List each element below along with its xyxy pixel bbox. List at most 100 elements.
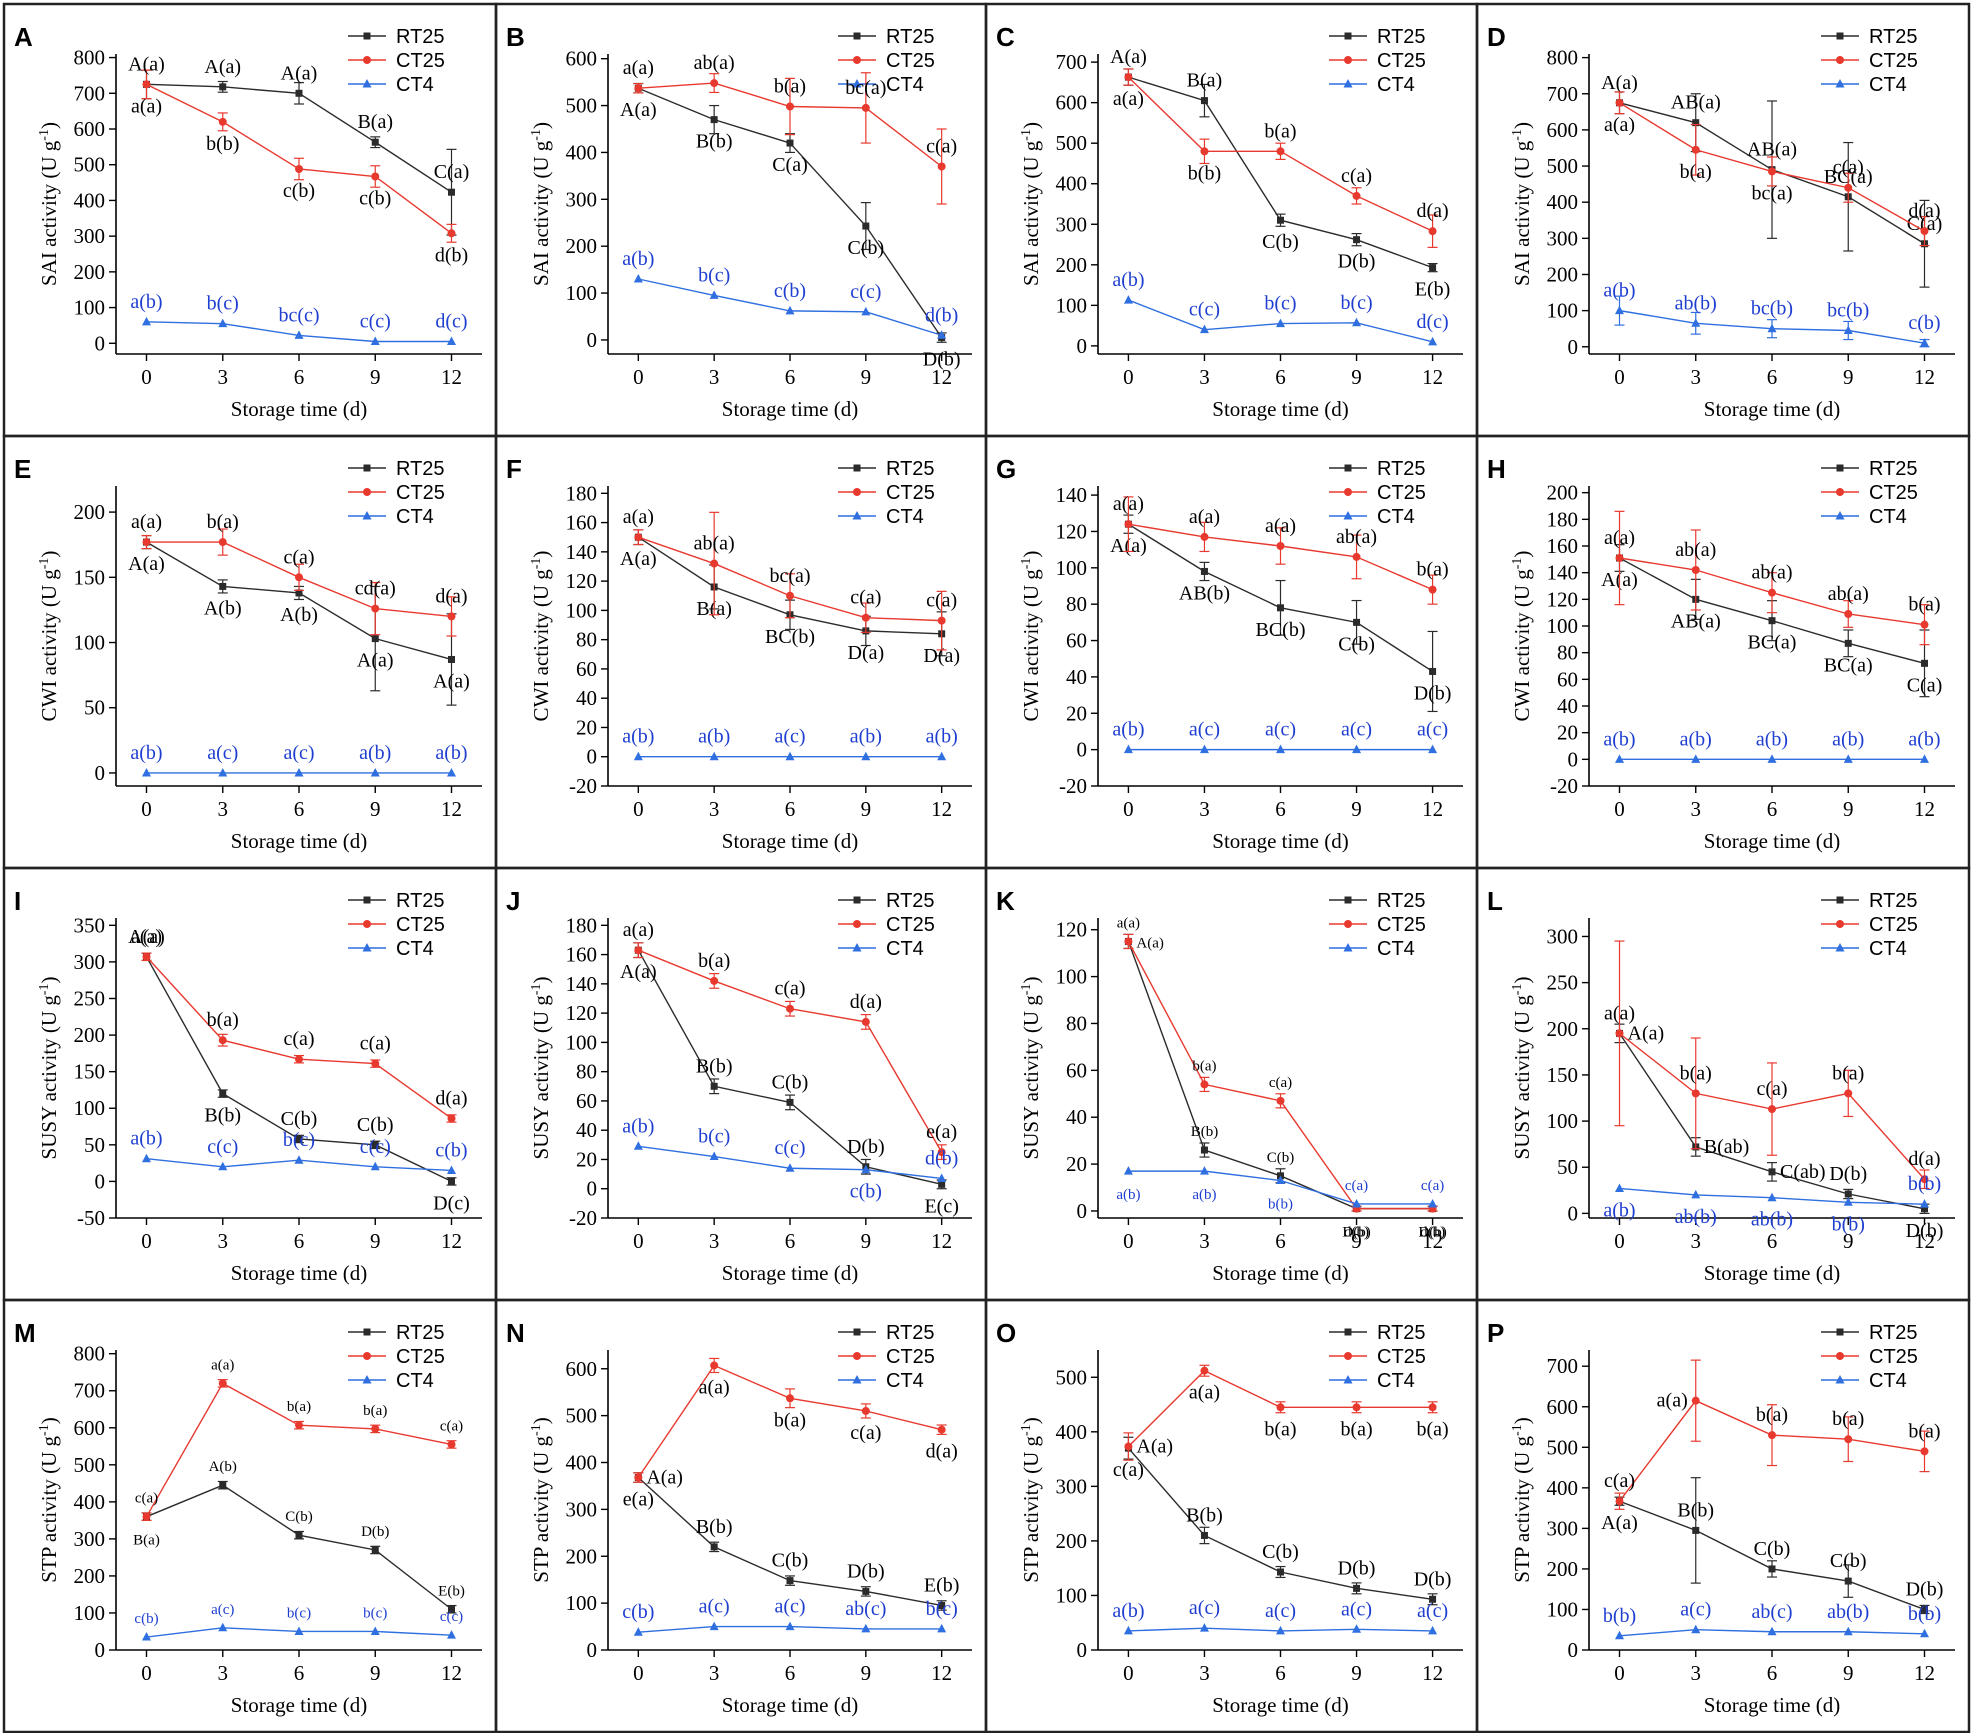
y-tick-label: 100 [566,1030,598,1054]
y-tick-label: 100 [1547,614,1579,638]
marker-square [1200,97,1208,105]
marker-circle [634,1473,643,1482]
significance-label: d(a) [1908,200,1940,222]
marker-triangle [785,751,795,761]
x-tick-label: 12 [441,365,462,389]
significance-label: d(c) [435,311,467,333]
panel-border [1475,1298,1971,1733]
significance-label: c(a) [1341,165,1372,187]
y-tick-label: 100 [1056,965,1088,989]
marker-square [1768,1168,1776,1176]
significance-label: b(c) [287,1605,311,1621]
panel-letter: I [14,886,21,916]
x-tick-label: 3 [218,797,229,821]
marker-triangle [1615,305,1624,315]
significance-label: A(a) [620,99,657,121]
x-tick-label: 12 [1422,1661,1443,1685]
marker-triangle [142,767,151,777]
significance-label: b(c) [1340,292,1372,314]
x-tick-label: 0 [141,797,152,821]
significance-label: a(c) [774,1596,805,1618]
x-axis-title: Storage time (d) [1704,1693,1840,1717]
marker-circle [1124,1442,1133,1451]
marker-square [363,32,371,40]
y-tick-label: 200 [1547,481,1579,505]
significance-label: b(a) [1832,1062,1864,1084]
x-axis-title: Storage time (d) [1704,397,1840,421]
marker-circle [1836,56,1844,64]
significance-label: a(c) [207,742,238,764]
significance-label: c(b) [622,1601,654,1623]
marker-triangle [633,1141,643,1150]
marker-triangle [447,336,456,345]
significance-label: cd(a) [355,578,396,600]
y-tick-label: 100 [566,281,598,305]
y-tick-label: 180 [1547,507,1579,531]
x-tick-label: 0 [1614,365,1625,389]
y-tick-label: 300 [74,224,106,248]
marker-square [371,138,379,146]
y-axis-title: CWI activity (U g-1) [1510,551,1534,722]
significance-label: A(a) [620,548,657,570]
x-axis-title: Storage time (d) [231,1261,367,1285]
y-axis-title: SUSY activity (U g-1) [1510,977,1534,1160]
legend-label: CT25 [886,1346,935,1368]
y-tick-label: 700 [74,81,106,105]
panel-letter: P [1487,1318,1504,1348]
legend-label: CT4 [1869,1370,1907,1392]
significance-label: D(b) [1338,251,1376,273]
marker-circle [853,488,861,496]
significance-label: D(b) [923,349,961,371]
series-line-RT25 [146,1484,452,1610]
marker-triangle [1835,511,1845,520]
y-tick-label: 800 [74,1342,106,1366]
marker-triangle [1843,1626,1853,1636]
y-tick-label: 100 [74,1096,106,1120]
marker-triangle [1691,1189,1701,1199]
y-tick-label: 140 [1056,483,1088,507]
significance-label: C(a) [1907,674,1943,696]
marker-triangle [1352,1198,1362,1208]
legend-label: CT25 [886,50,935,72]
x-tick-label: 6 [1767,1229,1778,1253]
significance-label: d(b) [1420,1225,1445,1241]
x-tick-label: 3 [1691,365,1702,389]
significance-label: A(a) [433,670,470,692]
y-tick-label: 120 [566,569,598,593]
significance-label: c(c) [360,311,391,333]
x-tick-label: 3 [218,1229,229,1253]
x-tick-label: 0 [1614,1661,1625,1685]
legend-label: CT25 [1377,914,1426,936]
marker-triangle [1276,744,1285,754]
significance-label: a(a) [1604,1002,1635,1024]
x-tick-label: 12 [1914,365,1935,389]
y-tick-label: 500 [74,153,106,177]
marker-triangle [294,1626,304,1635]
marker-circle [1691,566,1700,574]
marker-circle [786,591,794,600]
legend-label: RT25 [1869,458,1918,480]
marker-triangle [861,306,871,316]
significance-label: AB(a) [1671,610,1721,632]
significance-label: B(a) [133,1533,160,1549]
x-axis-title: Storage time (d) [1212,829,1348,853]
chart-panel-N: N 0 100 200 300 400 500 600 0 3 6 9 12 Storage time (… [494,1298,988,1733]
significance-label: a(b) [435,742,467,764]
x-tick-label: 9 [1843,1229,1854,1253]
marker-circle [295,165,303,173]
marker-circle [1124,937,1133,946]
significance-label: C(b) [1267,1150,1295,1166]
significance-label: a(b) [850,726,882,748]
x-axis-title: Storage time (d) [231,397,367,421]
significance-label: a(b) [1116,1187,1140,1203]
marker-triangle [1691,318,1701,327]
x-tick-label: 9 [1351,365,1362,389]
y-tick-label: 120 [1547,587,1579,611]
significance-label: AB(a) [1671,92,1721,114]
marker-triangle [937,330,947,339]
chart-panel-A: A 0 100 200 300 400 500 600 700 800 0 3 6 9 12 Storage … [2,2,498,438]
y-tick-label: 400 [1056,1420,1088,1444]
marker-triangle [1835,79,1845,88]
y-tick-label: 250 [1547,971,1579,995]
y-axis-title: SAI activity (U g-1) [1019,122,1043,286]
